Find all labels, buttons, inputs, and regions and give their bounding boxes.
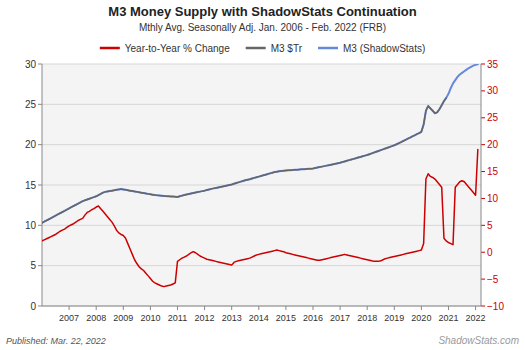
- x-tick: [69, 306, 70, 310]
- grid-line: [42, 144, 481, 145]
- x-tick: [285, 306, 286, 310]
- plot-area: [42, 64, 481, 306]
- x-tick: [367, 306, 368, 310]
- legend-swatch: [100, 47, 120, 50]
- y2-tick-label: 0: [487, 247, 493, 258]
- y-tick-label: 0: [30, 301, 36, 312]
- y-tick: [38, 306, 42, 307]
- y-tick: [38, 104, 42, 105]
- y-tick-label: 5: [30, 260, 36, 271]
- series-line: [42, 150, 478, 287]
- y2-tick-label: 15: [487, 166, 499, 177]
- x-tick-label: 2012: [195, 313, 215, 323]
- y-tick: [38, 265, 42, 266]
- x-tick: [448, 306, 449, 310]
- legend-item: Year-to-Year % Change: [100, 43, 230, 54]
- y-tick: [38, 225, 42, 226]
- y-tick-label: 15: [25, 180, 37, 191]
- x-tick-label: 2017: [330, 313, 350, 323]
- x-tick-label: 2022: [466, 313, 486, 323]
- x-axis-line: [42, 306, 481, 307]
- x-tick-label: 2009: [113, 313, 133, 323]
- grid-line: [42, 104, 481, 105]
- y-tick-label: 30: [25, 59, 37, 70]
- x-tick-label: 2018: [357, 313, 377, 323]
- y2-tick: [481, 144, 485, 145]
- legend: Year-to-Year % Change M3 $Tr M3 (ShadowSta…: [100, 43, 425, 54]
- x-tick: [312, 306, 313, 310]
- y-tick-label: 10: [25, 220, 37, 231]
- x-tick-label: 2013: [222, 313, 242, 323]
- chart: M3 Money Supply with ShadowStats Continu…: [0, 0, 525, 350]
- y2-tick-label: 30: [487, 85, 499, 96]
- y-axis-line: [42, 64, 43, 306]
- y2-tick-label: 35: [487, 59, 499, 70]
- x-tick-label: 2015: [276, 313, 296, 323]
- legend-label: M3 (ShadowStats): [343, 43, 425, 54]
- y2-tick: [481, 117, 485, 118]
- legend-label: Year-to-Year % Change: [125, 43, 230, 54]
- x-tick-label: 2019: [384, 313, 404, 323]
- annotation: ShadowStats.com: [438, 335, 519, 346]
- x-tick: [177, 306, 178, 310]
- x-tick: [340, 306, 341, 310]
- x-tick-label: 2021: [438, 313, 458, 323]
- y-tick-label: 25: [25, 99, 37, 110]
- y2-axis-line: [481, 64, 482, 306]
- y2-tick: [481, 171, 485, 172]
- x-tick: [204, 306, 205, 310]
- y2-tick-label: 10: [487, 193, 499, 204]
- grid-line: [42, 306, 481, 307]
- y2-tick-label: 25: [487, 112, 499, 123]
- legend-item: M3 $Tr: [246, 43, 303, 54]
- x-tick: [123, 306, 124, 310]
- y2-tick-label: 20: [487, 139, 499, 150]
- legend-item: M3 (ShadowStats): [318, 43, 425, 54]
- y-tick: [38, 144, 42, 145]
- y2-tick-label: −10: [487, 301, 504, 312]
- y2-tick: [481, 64, 485, 65]
- x-tick: [394, 306, 395, 310]
- series-line: [42, 98, 446, 223]
- x-tick-label: 2007: [59, 313, 79, 323]
- x-tick: [150, 306, 151, 310]
- y2-tick: [481, 279, 485, 280]
- y2-tick: [481, 198, 485, 199]
- annotation: Published: Mar. 22, 2022: [6, 336, 106, 346]
- subtitle: Mthly Avg. Seasonally Adj. Jan. 2006 - F…: [139, 22, 386, 33]
- x-tick-label: 2010: [140, 313, 160, 323]
- grid-line: [42, 185, 481, 186]
- x-tick: [258, 306, 259, 310]
- y2-tick: [481, 252, 485, 253]
- y-tick-label: 20: [25, 139, 37, 150]
- grid-line: [42, 225, 481, 226]
- x-tick-label: 2016: [303, 313, 323, 323]
- y-tick: [38, 185, 42, 186]
- grid-line: [42, 64, 481, 65]
- y2-tick: [481, 306, 485, 307]
- x-tick-label: 2014: [249, 313, 269, 323]
- y2-tick: [481, 90, 485, 91]
- y-tick: [38, 64, 42, 65]
- grid-line: [42, 265, 481, 266]
- x-tick: [231, 306, 232, 310]
- x-tick: [421, 306, 422, 310]
- x-tick: [96, 306, 97, 310]
- y2-tick-label: −5: [487, 274, 499, 285]
- series-line: [42, 64, 478, 223]
- x-tick-label: 2011: [168, 313, 187, 323]
- y2-tick-label: 5: [487, 220, 493, 231]
- axes: 0 5 10 15 20 25 30 −10 −5 0 5 10 15 20 25 30 35 2007 2008 2…: [25, 59, 505, 324]
- legend-swatch: [246, 47, 266, 50]
- legend-label: M3 $Tr: [271, 43, 303, 54]
- x-tick-label: 2020: [411, 313, 431, 323]
- y2-tick: [481, 225, 485, 226]
- legend-swatch: [318, 47, 338, 50]
- x-tick-label: 2008: [86, 313, 106, 323]
- title: M3 Money Supply with ShadowStats Continu…: [108, 4, 416, 19]
- x-tick: [475, 306, 476, 310]
- series-group: [42, 64, 478, 286]
